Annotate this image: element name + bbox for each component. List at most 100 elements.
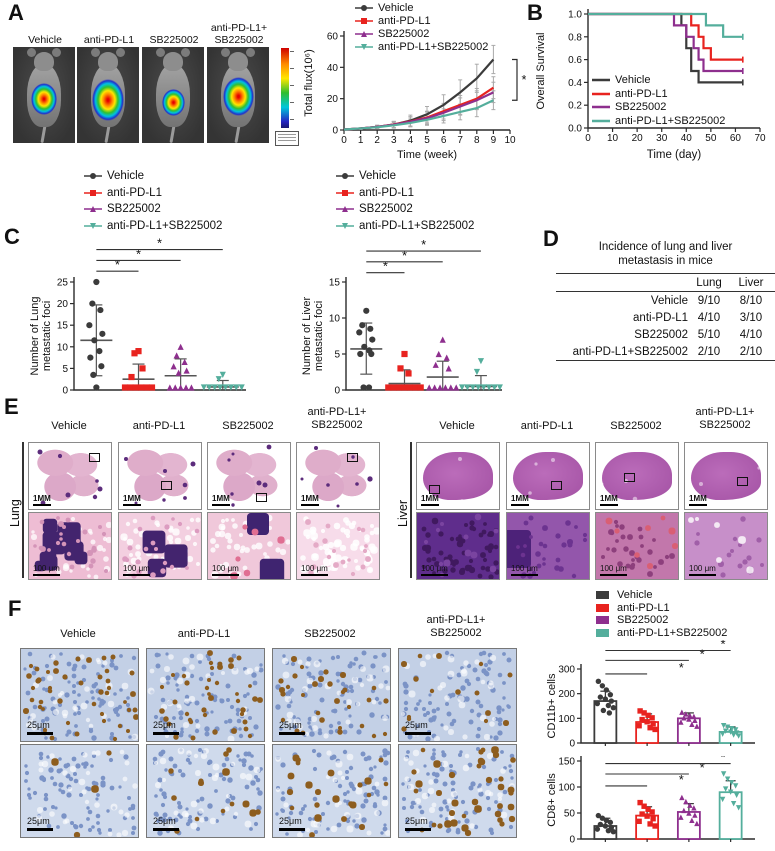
svg-text:metastatic foci: metastatic foci xyxy=(313,301,325,371)
colorbar-tick xyxy=(290,102,294,103)
svg-text:1.0: 1.0 xyxy=(568,10,582,21)
svg-text:0.2: 0.2 xyxy=(568,101,582,112)
bioluminescence-mouse-image-sb225002 xyxy=(142,47,204,143)
svg-text:*: * xyxy=(720,756,725,765)
incidence-row-anti-pd-l1: anti-PD-L1 4/10 3/10 xyxy=(556,309,775,326)
liver-section xyxy=(690,452,762,500)
lung-magnified-anti-pd-l1: 100 μm xyxy=(118,512,202,580)
scale-bar-1mm: 1MM xyxy=(600,494,618,506)
legend-marker xyxy=(84,188,102,198)
mouse-ear xyxy=(91,48,100,57)
incidence-col-lung: Lung xyxy=(696,276,722,289)
mouse-tail xyxy=(169,124,176,143)
ihc-cd11b-anti-pd-l1-sb225002: 25μm xyxy=(398,648,517,742)
ihc-cd11b-sb225002: 25μm xyxy=(272,648,391,742)
panel-a-legend: Vehicle anti-PD-L1 SB225002 anti-PD-L1+SB22… xyxy=(355,2,488,53)
scale-bar-line xyxy=(27,732,53,735)
bioluminescence-mouse-image-vehicle xyxy=(13,47,75,143)
svg-text:10: 10 xyxy=(607,133,619,144)
lung-magnified-anti-pd-l1-sb225002: 100 μm xyxy=(296,512,380,580)
legend-label: SB225002 xyxy=(378,28,430,40)
svg-text:8: 8 xyxy=(474,135,480,146)
scale-bar-25um: 25μm xyxy=(279,816,302,826)
scale-bar-1mm: 1MM xyxy=(123,494,141,506)
ihc-cd8-anti-pd-l1: 25μm xyxy=(146,744,265,838)
svg-text:10: 10 xyxy=(504,135,516,146)
mouse-ear xyxy=(246,48,255,57)
svg-text:300: 300 xyxy=(558,665,575,676)
panel-f-label: F xyxy=(8,596,22,621)
legend-label: SB225002 xyxy=(615,101,667,113)
scale-bar-100um: 100 μm xyxy=(689,564,716,576)
scale-bar-line xyxy=(27,828,53,831)
column-header-sb225002: SB225002 xyxy=(304,628,356,640)
scale-bar-25um: 25μm xyxy=(279,720,302,730)
mouse-group-label: Vehicle xyxy=(28,33,62,46)
mouse-head xyxy=(34,52,54,71)
texture-speckles xyxy=(507,443,509,445)
svg-text:*: * xyxy=(402,248,407,263)
texture-speckles xyxy=(297,513,299,515)
organ-label-lung: Lung xyxy=(8,499,22,527)
panel-a-flux-chart: 0 20 40 60 0 1 2 3 4 5 6 7 8 9 10 Total flux(10⁶) Time (… xyxy=(298,0,526,168)
liver-overview-vehicle: 1MM xyxy=(416,442,500,510)
scale-bar-100um: 100 μm xyxy=(421,564,448,576)
liver-magnified-sb225002: 100 μm xyxy=(595,512,679,580)
incidence-row-anti-pd-l1-sb225002: anti-PD-L1+SB225002 2/10 2/10 xyxy=(556,343,775,360)
scale-bar-100um: 100 μm xyxy=(123,564,150,576)
mouse-tail xyxy=(104,124,111,143)
svg-text:*: * xyxy=(383,259,388,274)
legend-entry-sb225002: SB225002 xyxy=(84,203,222,215)
legend-entry-anti-pd-l1-sb225002: anti-PD-L1+SB225002 xyxy=(355,41,488,53)
scale-bar-25um: 25μm xyxy=(27,816,50,826)
column-header-anti-pd-l1: anti-PD-L1 xyxy=(132,420,186,432)
inset-box xyxy=(256,493,267,502)
texture-speckles xyxy=(119,443,121,445)
liver-foci-scatter-chart: 0 5 10 15 Number of Liver metastatic foci * * * xyxy=(300,238,518,410)
colorbar-tick xyxy=(290,85,294,86)
column-header-sb225002: SB225002 xyxy=(222,420,274,432)
group-name: SB225002 xyxy=(634,328,688,341)
svg-text:6: 6 xyxy=(441,135,447,146)
scale-bar-line xyxy=(153,828,179,831)
texture-speckles xyxy=(119,513,121,515)
legend-label: SB225002 xyxy=(617,614,669,626)
organ-label-liver: Liver xyxy=(396,499,410,527)
svg-text:*: * xyxy=(720,640,725,652)
column-header-vehicle: Vehicle xyxy=(51,420,87,432)
legend-entry-sb225002: SB225002 xyxy=(594,614,727,626)
svg-text:0.6: 0.6 xyxy=(568,55,582,66)
lung-magnified-sb225002: 100 μm xyxy=(207,512,291,580)
lung-section xyxy=(29,443,111,509)
svg-text:10: 10 xyxy=(57,342,69,353)
svg-text:Total flux(10⁶): Total flux(10⁶) xyxy=(303,49,315,117)
texture-speckles xyxy=(685,513,687,515)
scale-bar-25um: 25μm xyxy=(405,720,428,730)
legend-marker xyxy=(355,29,373,39)
svg-text:9: 9 xyxy=(491,135,497,146)
texture-speckles xyxy=(21,649,23,651)
texture-speckles xyxy=(29,443,31,445)
svg-text:0: 0 xyxy=(569,739,575,750)
inset-box xyxy=(737,477,748,486)
svg-text:*: * xyxy=(521,72,526,87)
svg-text:200: 200 xyxy=(558,689,575,700)
group-name: anti-PD-L1+SB225002 xyxy=(572,345,688,358)
svg-text:*: * xyxy=(700,760,705,775)
legend-entry-vehicle: Vehicle xyxy=(84,170,222,182)
svg-text:*: * xyxy=(679,772,684,787)
svg-text:5: 5 xyxy=(334,350,340,361)
liver-magnified-anti-pd-l1-sb225002: 100 μm xyxy=(684,512,768,580)
legend-entry-sb225002: SB225002 xyxy=(592,101,725,113)
texture-speckles xyxy=(208,513,210,515)
inset-box xyxy=(89,453,100,462)
texture-speckles xyxy=(147,649,149,651)
texture-speckles xyxy=(297,443,299,445)
legend-label: anti-PD-L1 xyxy=(359,186,414,199)
legend-marker xyxy=(355,42,373,52)
texture-speckles xyxy=(596,513,598,515)
incidence-row-vehicle: Vehicle 9/10 8/10 xyxy=(556,292,775,309)
svg-text:*: * xyxy=(136,246,141,261)
legend-entry-vehicle: Vehicle xyxy=(355,2,488,14)
legend-label: Vehicle xyxy=(359,170,397,182)
